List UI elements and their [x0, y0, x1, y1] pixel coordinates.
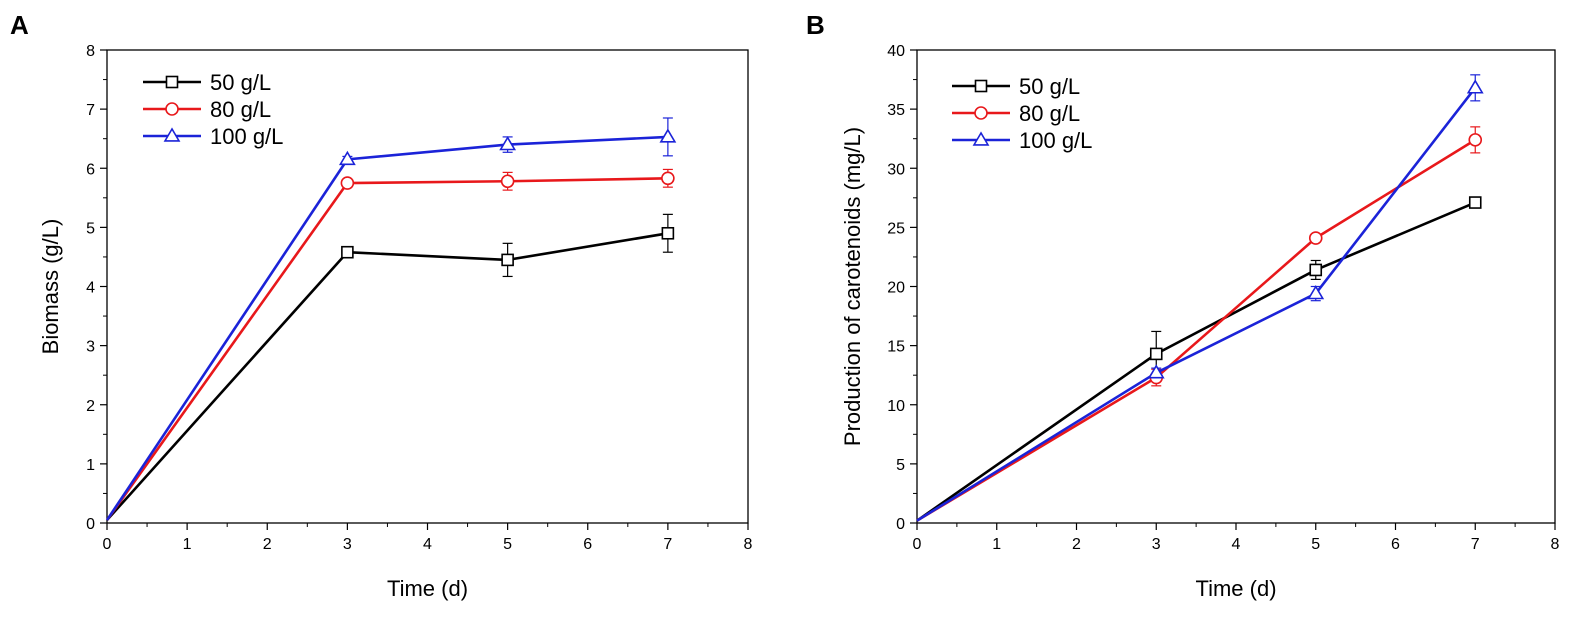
- data-point: [341, 245, 354, 259]
- legend-marker: [165, 102, 179, 116]
- x-tick-label: 8: [744, 536, 753, 553]
- x-tick-label: 2: [1072, 536, 1081, 553]
- x-tick-label: 3: [1152, 536, 1161, 553]
- y-tick-label: 5: [86, 220, 95, 237]
- series-line: [916, 87, 1477, 522]
- x-axis-title: Time (d): [387, 576, 468, 601]
- chart-a-biomass: 0 1 2 3 4 5 6 7 8 0 1 2 3 4 5 6 7 8 Time (d) Biomass (g/L) 5…: [38, 43, 753, 601]
- y-axis-title: Biomass (g/L): [38, 219, 63, 355]
- series-circle: [105, 168, 675, 521]
- panel-letter-b: B: [806, 10, 825, 40]
- x-tick-label: 8: [1551, 536, 1560, 553]
- series-line: [105, 177, 668, 521]
- series-line: [105, 135, 668, 521]
- data-point: [500, 174, 515, 189]
- y-tick-label: 8: [86, 43, 95, 60]
- y-tick-label: 20: [887, 280, 905, 297]
- x-tick-label: 3: [343, 536, 352, 553]
- x-tick-label: 0: [913, 536, 922, 553]
- data-point: [501, 253, 514, 267]
- series-triangle: [105, 117, 677, 521]
- panel-letter-a: A: [10, 10, 29, 40]
- x-axis-title: Time (d): [1195, 576, 1276, 601]
- series-square: [916, 196, 1482, 522]
- legend-label: 80 g/L: [210, 97, 271, 122]
- series-line: [916, 201, 1476, 522]
- y-tick-label: 1: [86, 457, 95, 474]
- data-point: [499, 136, 517, 151]
- data-point: [1149, 347, 1163, 361]
- data-point: [340, 176, 355, 190]
- y-tick-label: 5: [896, 457, 905, 474]
- data-point: [1307, 285, 1325, 300]
- x-tick-label: 4: [1232, 536, 1241, 553]
- data-point: [1147, 364, 1165, 379]
- x-tick-label: 5: [1311, 536, 1320, 553]
- plot-frame: [106, 49, 749, 524]
- y-tick-label: 30: [887, 161, 905, 178]
- x-tick-label: 2: [263, 536, 272, 553]
- y-tick-label: 2: [86, 398, 95, 415]
- legend-marker: [165, 75, 179, 89]
- data-point: [659, 128, 677, 143]
- series-square: [106, 213, 675, 521]
- data-point: [1309, 263, 1323, 277]
- y-tick-label: 10: [887, 398, 905, 415]
- y-tick-label: 15: [887, 339, 905, 356]
- y-tick-label: 7: [86, 102, 95, 119]
- legend-marker: [163, 127, 181, 142]
- data-point: [661, 171, 675, 186]
- legend-marker: [974, 79, 988, 93]
- x-tick-label: 1: [183, 536, 192, 553]
- y-tick-label: 25: [887, 220, 905, 237]
- y-tick-label: 40: [887, 43, 905, 60]
- x-tick-label: 6: [1391, 536, 1400, 553]
- x-tick-label: 7: [1471, 536, 1480, 553]
- chart-b-carotenoids: 0 1 2 3 4 5 6 7 8 0 5 10 15 20 25 30 35 40 Time (d) Product…: [840, 43, 1560, 601]
- y-tick-label: 3: [86, 339, 95, 356]
- data-point: [1468, 133, 1483, 147]
- y-tick-label: 0: [896, 516, 905, 533]
- x-tick-label: 1: [992, 536, 1001, 553]
- legend-marker: [972, 131, 990, 146]
- data-point: [1308, 231, 1323, 245]
- plot-frame: [916, 49, 1556, 524]
- data-point: [1466, 79, 1484, 94]
- y-tick-label: 6: [86, 161, 95, 178]
- series-line: [106, 232, 669, 521]
- legend-label: 100 g/L: [210, 124, 283, 149]
- y-tick-label: 4: [86, 280, 95, 297]
- x-tick-label: 6: [583, 536, 592, 553]
- y-axis-title: Production of carotenoids (mg/L): [840, 127, 865, 446]
- legend-marker: [974, 106, 988, 120]
- x-tick-label: 0: [103, 536, 112, 553]
- x-tick-label: 4: [423, 536, 432, 553]
- legend-label: 80 g/L: [1019, 101, 1080, 126]
- data-point: [1468, 196, 1482, 209]
- x-tick-label: 7: [663, 536, 672, 553]
- legend-label: 50 g/L: [1019, 74, 1080, 99]
- data-point: [661, 226, 675, 240]
- data-point: [338, 150, 356, 166]
- legend-label: 100 g/L: [1019, 128, 1092, 153]
- y-tick-label: 35: [887, 102, 905, 119]
- x-tick-label: 5: [503, 536, 512, 553]
- y-tick-label: 0: [86, 516, 95, 533]
- legend-label: 50 g/L: [210, 70, 271, 95]
- series-triangle: [916, 74, 1484, 522]
